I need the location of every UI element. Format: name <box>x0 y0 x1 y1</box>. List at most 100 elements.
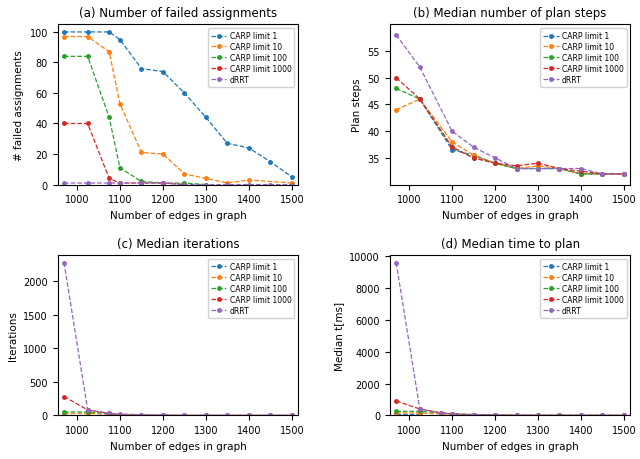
CARP limit 100 <box>491 412 499 418</box>
dRRT <box>470 412 477 418</box>
CARP limit 1000 <box>138 181 145 186</box>
dRRT <box>159 412 167 418</box>
CARP limit 100 <box>159 181 167 186</box>
CARP limit 1000 <box>438 410 445 416</box>
CARP limit 100 <box>416 409 424 414</box>
CARP limit 100 <box>106 115 113 121</box>
CARP limit 1000 <box>159 413 167 418</box>
CARP limit 100 <box>60 409 68 415</box>
CARP limit 1000 <box>534 161 542 167</box>
CARP limit 1000 <box>556 413 563 418</box>
Line: CARP limit 100: CARP limit 100 <box>62 410 122 416</box>
dRRT <box>138 181 145 186</box>
CARP limit 100 <box>620 172 628 177</box>
Line: CARP limit 1: CARP limit 1 <box>62 31 294 179</box>
CARP limit 10 <box>620 172 628 177</box>
Line: CARP limit 10: CARP limit 10 <box>62 36 294 185</box>
CARP limit 100 <box>577 413 585 418</box>
Line: CARP limit 1: CARP limit 1 <box>394 412 422 415</box>
Title: (b) Median number of plan steps: (b) Median number of plan steps <box>413 7 607 20</box>
dRRT <box>577 167 585 172</box>
dRRT <box>534 167 542 172</box>
CARP limit 1000 <box>620 172 628 177</box>
Legend: CARP limit 1, CARP limit 10, CARP limit 100, CARP limit 1000, dRRT: CARP limit 1, CARP limit 10, CARP limit … <box>540 29 627 88</box>
CARP limit 10 <box>598 172 606 177</box>
dRRT <box>392 260 400 266</box>
Line: CARP limit 1: CARP limit 1 <box>62 414 90 417</box>
CARP limit 100 <box>448 145 456 151</box>
CARP limit 1 <box>138 67 145 72</box>
Legend: CARP limit 1, CARP limit 10, CARP limit 100, CARP limit 1000, dRRT: CARP limit 1, CARP limit 10, CARP limit … <box>540 259 627 318</box>
Line: CARP limit 10: CARP limit 10 <box>394 411 454 416</box>
CARP limit 1000 <box>620 413 628 418</box>
CARP limit 1 <box>577 172 585 177</box>
CARP limit 100 <box>534 413 542 418</box>
CARP limit 10 <box>513 167 520 172</box>
CARP limit 1 <box>470 153 477 158</box>
dRRT <box>438 410 445 416</box>
CARP limit 100 <box>116 166 124 171</box>
CARP limit 1 <box>513 167 520 172</box>
Y-axis label: Iterations: Iterations <box>8 311 18 360</box>
CARP limit 1000 <box>556 167 563 172</box>
CARP limit 1000 <box>138 412 145 418</box>
CARP limit 10 <box>138 151 145 156</box>
CARP limit 1 <box>556 167 563 172</box>
CARP limit 10 <box>84 35 92 40</box>
CARP limit 10 <box>202 176 210 182</box>
dRRT <box>245 182 253 188</box>
CARP limit 10 <box>392 410 400 416</box>
CARP limit 1000 <box>448 411 456 417</box>
dRRT <box>448 411 456 417</box>
dRRT <box>534 413 542 418</box>
CARP limit 1000 <box>60 122 68 127</box>
CARP limit 100 <box>556 167 563 172</box>
CARP limit 100 <box>620 413 628 418</box>
CARP limit 1 <box>598 172 606 177</box>
CARP limit 1000 <box>288 413 296 418</box>
CARP limit 1000 <box>491 412 499 418</box>
CARP limit 1000 <box>577 169 585 174</box>
CARP limit 10 <box>245 178 253 183</box>
X-axis label: Number of edges in graph: Number of edges in graph <box>109 210 246 220</box>
CARP limit 1 <box>416 97 424 103</box>
dRRT <box>577 413 585 418</box>
CARP limit 1000 <box>266 413 274 418</box>
dRRT <box>513 413 520 418</box>
CARP limit 100 <box>598 413 606 418</box>
dRRT <box>60 260 68 266</box>
CARP limit 10 <box>577 172 585 177</box>
dRRT <box>556 167 563 172</box>
CARP limit 1000 <box>513 164 520 169</box>
CARP limit 10 <box>448 140 456 145</box>
CARP limit 1000 <box>84 407 92 413</box>
Title: (d) Median time to plan: (d) Median time to plan <box>440 237 580 250</box>
Line: CARP limit 10: CARP limit 10 <box>394 98 626 176</box>
dRRT <box>288 413 296 418</box>
CARP limit 1000 <box>598 172 606 177</box>
dRRT <box>448 129 456 134</box>
Line: CARP limit 1000: CARP limit 1000 <box>62 395 294 417</box>
CARP limit 100 <box>138 179 145 185</box>
dRRT <box>470 145 477 151</box>
CARP limit 1 <box>60 30 68 36</box>
CARP limit 10 <box>60 411 68 416</box>
CARP limit 1000 <box>180 413 188 418</box>
Line: CARP limit 1000: CARP limit 1000 <box>62 123 186 187</box>
dRRT <box>60 181 68 186</box>
dRRT <box>106 411 113 416</box>
CARP limit 100 <box>180 181 188 186</box>
Line: CARP limit 1000: CARP limit 1000 <box>394 77 626 176</box>
X-axis label: Number of edges in graph: Number of edges in graph <box>109 441 246 451</box>
dRRT <box>416 406 424 412</box>
CARP limit 10 <box>159 152 167 157</box>
CARP limit 100 <box>513 413 520 418</box>
dRRT <box>288 182 296 188</box>
CARP limit 1000 <box>577 413 585 418</box>
CARP limit 100 <box>84 409 92 415</box>
Title: (a) Number of failed assignments: (a) Number of failed assignments <box>79 7 277 20</box>
dRRT <box>180 413 188 418</box>
CARP limit 100 <box>491 161 499 167</box>
X-axis label: Number of edges in graph: Number of edges in graph <box>442 210 579 220</box>
CARP limit 1000 <box>180 182 188 188</box>
